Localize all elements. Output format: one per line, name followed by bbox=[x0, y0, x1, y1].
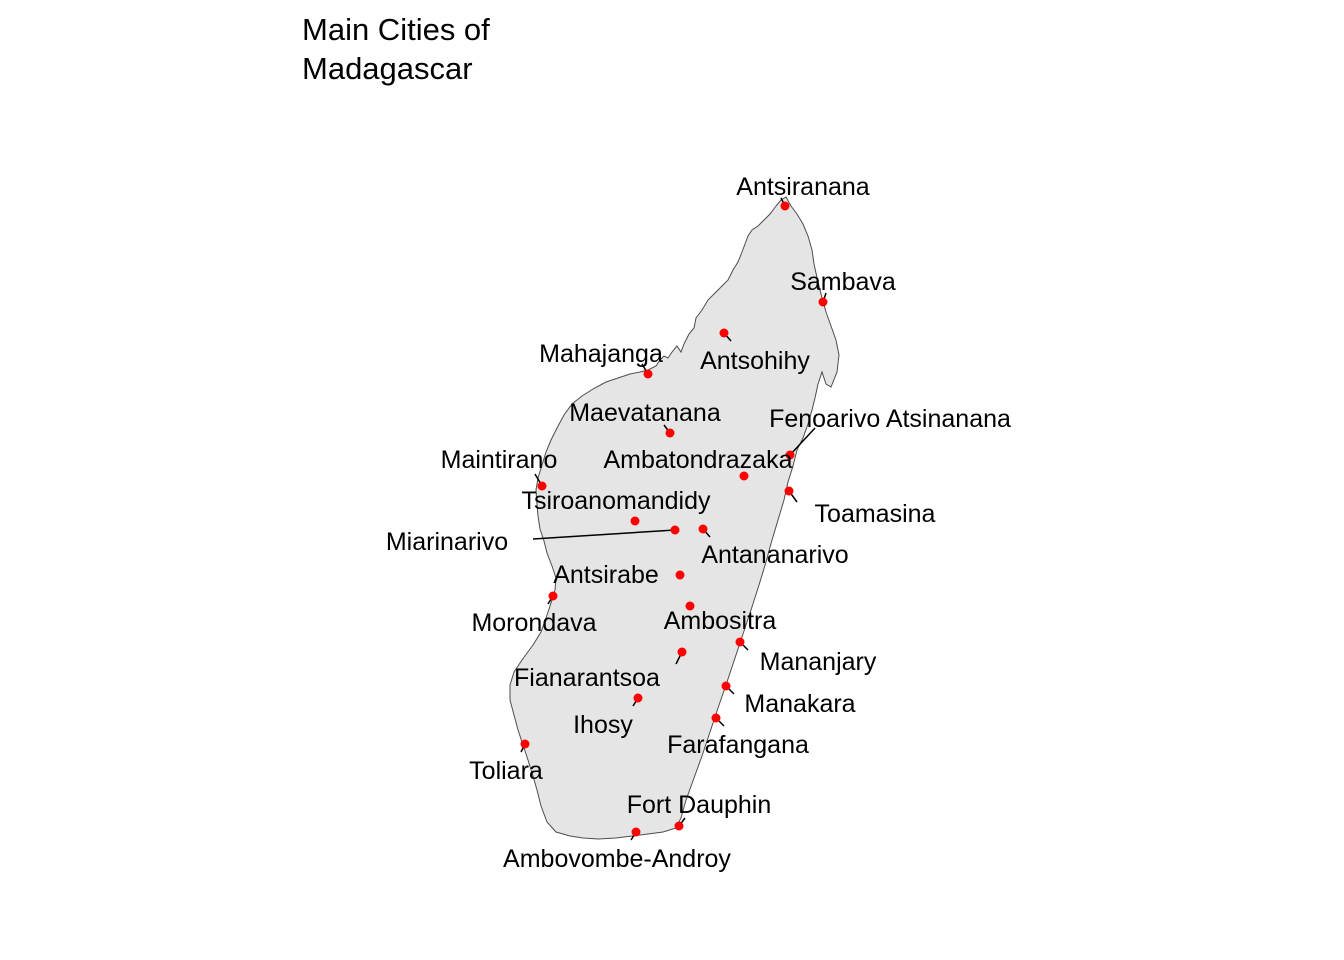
city-marker-maintirano bbox=[537, 481, 547, 491]
city-label-sambava: Sambava bbox=[790, 268, 896, 296]
city-label-maintirano: Maintirano bbox=[441, 446, 558, 474]
city-marker-morondava bbox=[548, 591, 558, 601]
city-label-maevatanana: Maevatanana bbox=[569, 399, 721, 427]
city-marker-fenoarivo-atsinanana bbox=[785, 450, 795, 460]
city-label-antsiranana: Antsiranana bbox=[736, 173, 870, 201]
city-marker-ambatondrazaka bbox=[739, 471, 749, 481]
city-label-mahajanga: Mahajanga bbox=[539, 340, 663, 368]
city-marker-antsohihy bbox=[719, 328, 729, 338]
city-label-mananjary: Mananjary bbox=[760, 648, 877, 676]
city-marker-farafangana bbox=[711, 713, 721, 723]
city-marker-ihosy bbox=[633, 693, 643, 703]
city-marker-mananjary bbox=[735, 637, 745, 647]
city-label-toamasina: Toamasina bbox=[815, 500, 936, 528]
map-title: Main Cities of Madagascar bbox=[302, 10, 622, 88]
leader-line-miarinarivo bbox=[532, 529, 676, 540]
city-label-antananarivo: Antananarivo bbox=[701, 541, 848, 569]
city-label-manakara: Manakara bbox=[744, 690, 855, 718]
city-markers bbox=[520, 201, 828, 837]
city-label-ambositra: Ambositra bbox=[664, 607, 777, 635]
city-label-antsohihy: Antsohihy bbox=[700, 347, 810, 375]
city-label-ihosy: Ihosy bbox=[573, 711, 633, 739]
city-marker-miarinarivo bbox=[670, 525, 680, 535]
map-title-line-2: Madagascar bbox=[302, 51, 473, 86]
city-marker-tsiroanomandidy bbox=[630, 516, 640, 526]
city-marker-antsiranana bbox=[780, 201, 790, 211]
madagascar-landmass bbox=[509, 196, 840, 840]
city-label-farafangana: Farafangana bbox=[667, 731, 809, 759]
leader-line-fenoarivo-atsinanana bbox=[789, 427, 816, 456]
city-label-antsirabe: Antsirabe bbox=[553, 561, 659, 589]
city-marker-mahajanga bbox=[643, 369, 653, 379]
map-title-line-1: Main Cities of bbox=[302, 12, 490, 47]
city-labels: Antsiranana Sambava Antsohihy Mahajanga Maev… bbox=[386, 173, 1011, 873]
city-label-ambovombe-androy: Ambovombe-Androy bbox=[503, 845, 731, 873]
city-marker-sambava bbox=[818, 297, 828, 307]
city-marker-manakara bbox=[721, 681, 731, 691]
city-marker-antananarivo bbox=[698, 524, 708, 534]
city-label-tsiroanomandidy: Tsiroanomandidy bbox=[522, 487, 711, 515]
city-marker-fort-dauphin bbox=[674, 821, 684, 831]
city-label-ambatondrazaka: Ambatondrazaka bbox=[603, 446, 792, 474]
city-marker-toliara bbox=[520, 739, 530, 749]
city-marker-antsirabe bbox=[675, 570, 685, 580]
city-marker-toamasina bbox=[784, 486, 794, 496]
city-marker-ambositra bbox=[685, 601, 695, 611]
city-label-miarinarivo: Miarinarivo bbox=[386, 528, 508, 556]
city-label-morondava: Morondava bbox=[471, 609, 596, 637]
city-marker-maevatanana bbox=[665, 428, 675, 438]
city-marker-ambovombe-androy bbox=[631, 827, 641, 837]
city-label-fianarantsoa: Fianarantsoa bbox=[514, 664, 660, 692]
city-label-toliara: Toliara bbox=[469, 757, 543, 785]
city-label-fort-dauphin: Fort Dauphin bbox=[627, 791, 772, 819]
city-marker-fianarantsoa bbox=[677, 647, 687, 657]
city-label-fenoarivo-atsinanana: Fenoarivo Atsinanana bbox=[769, 405, 1011, 433]
